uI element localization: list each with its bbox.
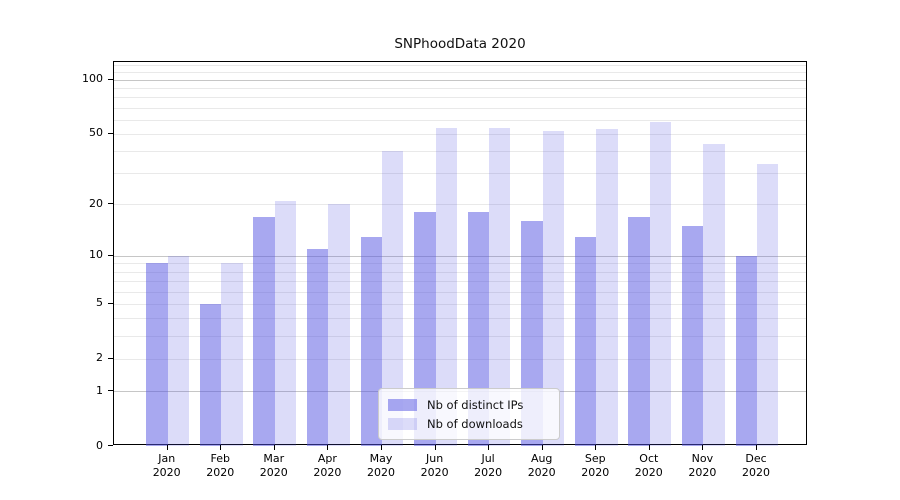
bar-ips-may (360, 236, 382, 446)
legend-label: Nb of distinct IPs (427, 397, 524, 412)
gridline-minor (114, 65, 806, 67)
bar-downloads-may (382, 151, 404, 446)
bar-ips-mar (253, 216, 275, 446)
gridline-minor (114, 335, 806, 337)
gridline-minor (114, 358, 806, 360)
bar-ips-oct (628, 216, 650, 446)
gridline-minor (114, 173, 806, 175)
y-tick-label: 0 (96, 438, 103, 452)
x-tick-mark (541, 445, 543, 450)
gridline-minor (114, 204, 806, 206)
x-tick-mark (702, 445, 704, 450)
gridline-minor (114, 107, 806, 109)
bar-ips-jul (467, 212, 490, 446)
gridline-minor (114, 87, 806, 89)
x-tick-mark (166, 445, 168, 450)
x-tick-label: Jul 2020 (474, 452, 503, 479)
x-tick-label: Aug 2020 (527, 452, 556, 479)
bar-downloads-jun (435, 127, 457, 446)
gridline-minor (114, 133, 806, 135)
gridline-minor (114, 291, 806, 293)
bar-ips-feb (199, 303, 222, 446)
y-tick-label: 100 (82, 72, 103, 86)
legend-swatch-light (388, 417, 417, 430)
bar-ips-dec (735, 255, 757, 446)
x-tick-mark (488, 445, 490, 450)
gridline-major (114, 255, 806, 257)
gridline-major (114, 79, 806, 81)
bar-downloads-nov (703, 143, 725, 446)
bar-downloads-jan (167, 255, 190, 446)
y-tick-mark (108, 302, 113, 304)
gridline-minor (114, 271, 806, 273)
bar-ips-apr (307, 248, 329, 446)
y-tick-label: 10 (89, 248, 103, 262)
x-tick-label: May 2020 (367, 452, 395, 479)
x-tick-label: Feb 2020 (206, 452, 235, 479)
legend-item-downloads: Nb of downloads (388, 414, 550, 433)
bar-downloads-aug (542, 130, 565, 446)
x-tick-mark (273, 445, 275, 450)
y-tick-label: 20 (89, 196, 103, 210)
x-tick-label: Sep 2020 (581, 452, 610, 479)
x-tick-label: Nov 2020 (688, 452, 717, 479)
legend-label: Nb of downloads (427, 416, 523, 431)
legend: Nb of distinct IPs Nb of downloads (378, 388, 560, 440)
y-tick-mark (108, 445, 113, 446)
y-tick-mark (108, 254, 113, 256)
gridline-minor (114, 97, 806, 99)
x-tick-mark (595, 445, 597, 450)
bar-downloads-apr (328, 204, 350, 446)
bar-downloads-oct (649, 122, 672, 446)
bar-ips-jun (414, 212, 436, 446)
y-tick-mark (108, 357, 113, 359)
y-tick-label: 5 (96, 296, 103, 310)
x-tick-mark (220, 445, 222, 450)
gridline-minor (114, 280, 806, 282)
x-tick-mark (648, 445, 650, 450)
bar-ips-sep (574, 236, 597, 446)
gridline-minor (114, 303, 806, 305)
x-tick-mark (381, 445, 382, 450)
y-tick-label: 50 (89, 126, 103, 140)
plot-area: Nb of distinct IPs Nb of downloads (113, 61, 807, 446)
x-tick-label: Apr 2020 (313, 452, 342, 479)
legend-item-ips: Nb of distinct IPs (388, 395, 550, 414)
bar-downloads-dec (757, 163, 779, 446)
y-tick-mark (108, 203, 113, 205)
x-tick-mark (756, 445, 757, 450)
bar-ips-jan (146, 263, 168, 446)
x-tick-label: Dec 2020 (742, 452, 770, 479)
gridline-minor (114, 263, 806, 265)
bar-downloads-mar (274, 200, 297, 446)
y-tick-mark (108, 78, 113, 80)
x-tick-mark (327, 445, 329, 450)
bar-downloads-jul (489, 127, 511, 446)
legend-swatch-dark (388, 398, 417, 411)
gridline-minor (114, 119, 806, 121)
x-tick-mark (434, 445, 436, 450)
bar-downloads-sep (596, 129, 618, 446)
chart-title: SNPhoodData 2020 (394, 36, 526, 52)
gridline-minor (114, 318, 806, 320)
y-tick-mark (108, 132, 113, 134)
y-tick-label: 1 (96, 383, 103, 397)
x-tick-label: Jun 2020 (420, 452, 449, 479)
bar-downloads-feb (221, 263, 243, 446)
y-tick-mark (108, 390, 113, 391)
x-tick-label: Jan 2020 (152, 452, 181, 479)
y-tick-label: 2 (96, 351, 103, 365)
gridline-minor (114, 151, 806, 153)
gridline-minor (114, 72, 806, 74)
x-tick-label: Oct 2020 (634, 452, 663, 479)
x-tick-label: Mar 2020 (259, 452, 288, 479)
bar-ips-nov (682, 225, 704, 446)
